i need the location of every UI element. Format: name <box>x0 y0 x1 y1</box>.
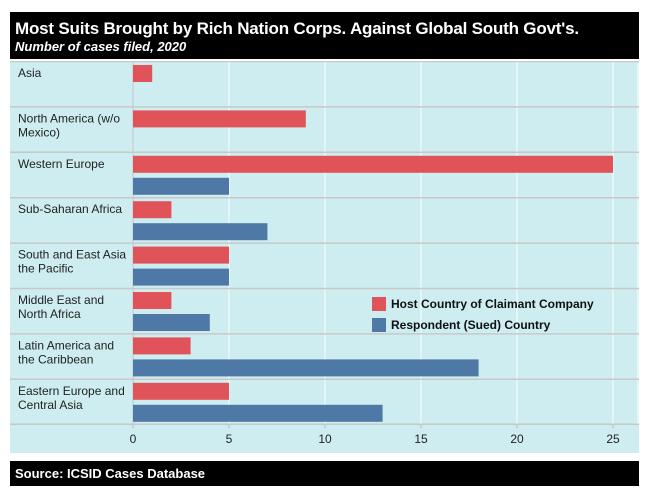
bar-respondent <box>133 314 210 331</box>
legend-label: Host Country of Claimant Company <box>391 297 594 311</box>
bar-respondent <box>133 177 229 195</box>
category-label: Latin America and <box>18 338 114 352</box>
category-label: North Africa <box>18 307 81 321</box>
category-label: Eastern Europe and <box>18 384 125 398</box>
category-label: the Pacific <box>18 262 73 276</box>
x-tick-label: 25 <box>606 432 620 446</box>
chart-subtitle: Number of cases filed, 2020 <box>15 39 187 54</box>
category-label: South and East Asia <box>18 248 126 262</box>
x-tick-label: 5 <box>226 432 233 446</box>
legend-swatch <box>372 318 386 332</box>
category-label: North America (w/o <box>18 111 120 125</box>
category-label: Sub-Saharan Africa <box>18 202 122 216</box>
x-tick-label: 15 <box>414 432 428 446</box>
category-label: Asia <box>18 66 42 80</box>
x-tick-label: 10 <box>318 432 332 446</box>
legend-swatch <box>372 297 386 311</box>
title-box: Most Suits Brought by Rich Nation Corps.… <box>10 12 639 59</box>
category-label: Western Europe <box>18 157 105 171</box>
bar-host <box>133 155 613 173</box>
bar-host <box>133 110 306 128</box>
bar-respondent <box>133 268 229 286</box>
x-tick-label: 20 <box>510 432 524 446</box>
bar-host <box>133 201 172 219</box>
bar-host <box>133 246 229 264</box>
category-label: Mexico) <box>18 125 60 139</box>
category-label: Central Asia <box>18 398 83 412</box>
x-tick-label: 0 <box>130 432 137 446</box>
category-label: Middle East and <box>18 293 104 307</box>
bar-host <box>133 382 229 400</box>
bar-respondent <box>133 223 268 241</box>
chart-title: Most Suits Brought by Rich Nation Corps.… <box>15 19 579 38</box>
bar-host <box>133 292 172 309</box>
bar-host <box>133 65 153 82</box>
legend-label: Respondent (Sued) Country <box>391 318 551 332</box>
category-label: the Caribbean <box>18 352 93 366</box>
footer: Source: ICSID Cases Database <box>10 461 639 486</box>
bar-respondent <box>133 404 383 422</box>
bar-host <box>133 337 191 355</box>
bar-respondent <box>133 359 479 377</box>
source-note: Source: ICSID Cases Database <box>15 466 206 481</box>
